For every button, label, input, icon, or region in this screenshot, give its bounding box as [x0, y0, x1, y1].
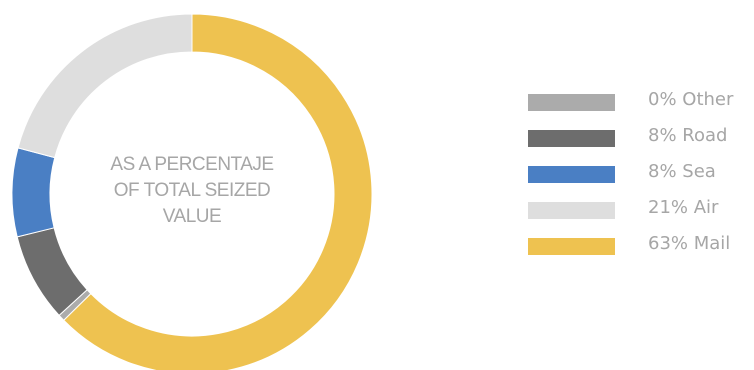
donut-chart [11, 13, 373, 370]
donut-slice-air [17, 13, 193, 159]
center-label-line-3: VALUE [162, 206, 222, 227]
center-label-line-1: AS A PERCENTAJE [110, 154, 274, 175]
legend-label-other: 0% Other [648, 89, 734, 110]
donut-slice-sea [11, 147, 56, 238]
legend-swatch-road [528, 130, 615, 147]
legend-label-air: 21% Air [648, 197, 719, 218]
legend-swatch-mail [528, 238, 615, 255]
legend-label-mail: 63% Mail [648, 233, 731, 254]
donut-center-label: AS A PERCENTAJE OF TOTAL SEIZED VALUE [72, 152, 312, 230]
legend-label-sea: 8% Sea [648, 161, 716, 182]
donut-slice-mail [63, 13, 373, 370]
center-label-line-2: OF TOTAL SEIZED [113, 180, 271, 201]
legend-swatch-sea [528, 166, 615, 183]
legend-swatch-air [528, 202, 615, 219]
legend-swatch-other [528, 94, 615, 111]
legend-label-road: 8% Road [648, 125, 728, 146]
